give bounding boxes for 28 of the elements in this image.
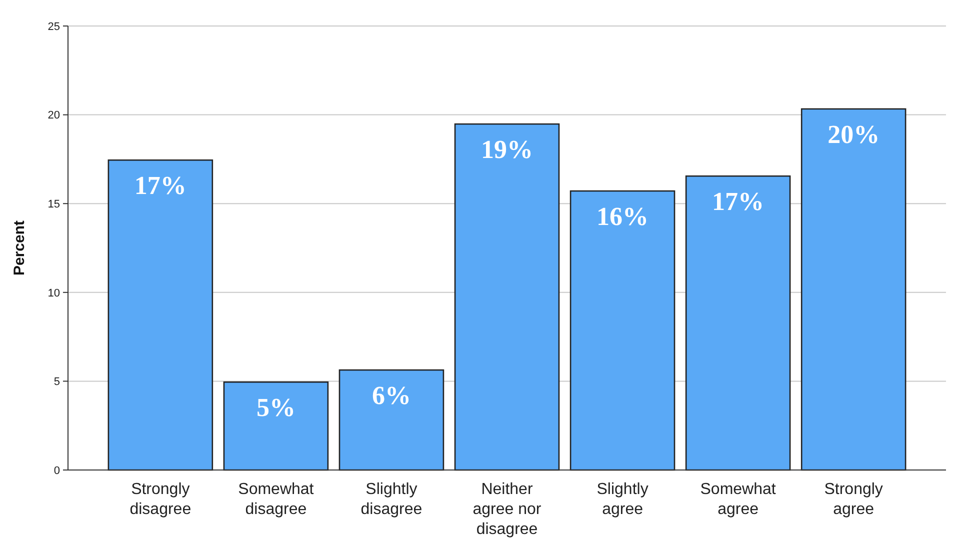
data-label: 17% [134, 171, 186, 200]
data-label: 17% [712, 187, 764, 216]
data-label: 19% [481, 135, 533, 164]
x-tick-label: Slightly disagree [360, 481, 422, 518]
y-tick-label: 20 [48, 110, 60, 122]
x-tick-label: Strongly disagree [130, 481, 192, 518]
y-tick-label: 5 [54, 376, 60, 388]
bar [570, 190, 676, 471]
bar [685, 175, 791, 471]
x-tick-label: Neither agree nor disagree [472, 481, 542, 538]
bar [800, 108, 906, 471]
bar [338, 369, 444, 471]
y-tick-label: 10 [48, 287, 60, 300]
bar [108, 159, 214, 471]
y-axis-title: Percent [11, 220, 28, 276]
y-tick-label: 0 [54, 464, 60, 477]
bar [223, 381, 329, 471]
x-tick-label: Strongly agree [824, 481, 883, 518]
data-label: 16% [596, 202, 649, 231]
bar [454, 123, 560, 471]
data-label: 6% [372, 381, 411, 410]
data-label: 20% [828, 120, 880, 149]
x-tick-label: Slightly agree [596, 481, 648, 518]
y-tick-label: 25 [48, 20, 60, 33]
data-label: 5% [256, 393, 296, 422]
y-tick-label: 15 [48, 198, 60, 210]
x-tick-label: Somewhat agree [700, 481, 776, 518]
x-tick-label: Somewhat disagree [238, 481, 314, 518]
